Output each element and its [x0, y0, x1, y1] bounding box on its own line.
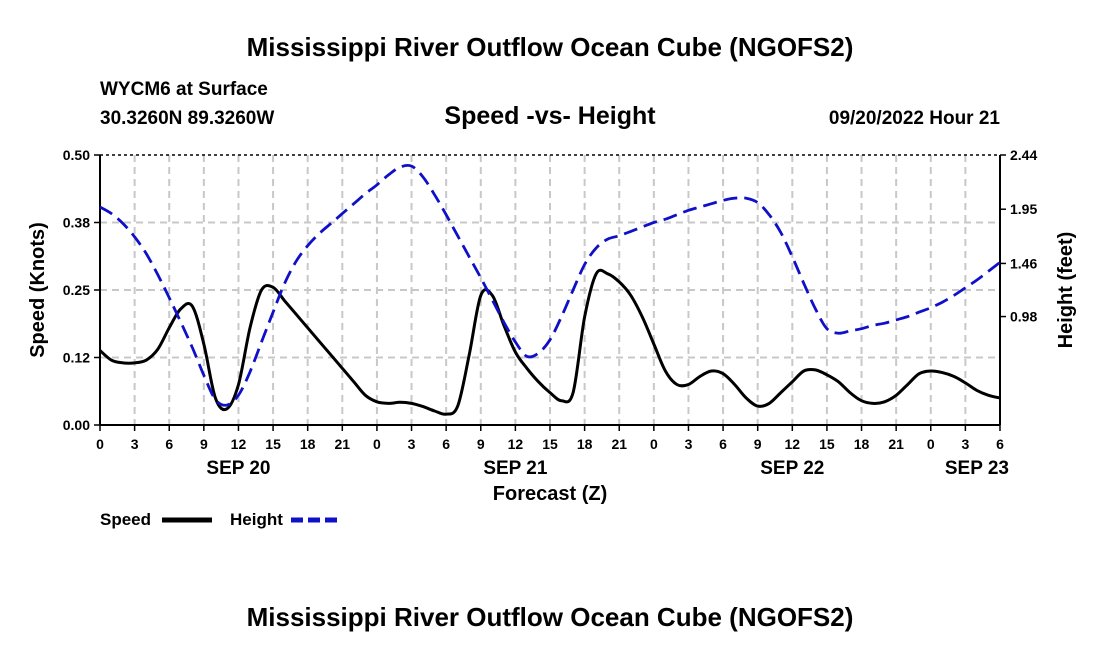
chart-subtitle: Speed -vs- Height: [444, 102, 656, 130]
y-tick-label: 0.50: [63, 147, 90, 163]
x-tick-label: 6: [442, 436, 450, 452]
x-tick-label: 0: [373, 436, 381, 452]
x-tick-label: 15: [819, 436, 835, 452]
x-tick-label: 9: [754, 436, 762, 452]
y2-tick-label: 2.44: [1010, 147, 1037, 163]
x-tick-label: 6: [165, 436, 173, 452]
date-label: SEP 21: [483, 458, 548, 479]
datetime-label: 09/20/2022 Hour 21: [829, 108, 1001, 129]
x-tick-label: 3: [961, 436, 969, 452]
series-layer: [99, 163, 1001, 416]
x-tick-label: 21: [335, 436, 351, 452]
x-tick-label: 12: [231, 436, 247, 452]
x-tick-label: 21: [611, 436, 627, 452]
x-tick-label: 0: [650, 436, 658, 452]
series-line-height: [99, 163, 1001, 407]
x-tick-label: 0: [96, 436, 104, 452]
x-tick-label: 18: [300, 436, 316, 452]
grid: [100, 155, 1000, 425]
x-tick-label: 3: [408, 436, 416, 452]
x-tick-label: 0: [927, 436, 935, 452]
y-tick-label: 0.00: [63, 417, 90, 433]
y2-tick-label: 1.95: [1010, 201, 1037, 217]
x-tick-label: 6: [719, 436, 727, 452]
chart-title: Mississippi River Outflow Ocean Cube (NG…: [247, 32, 854, 62]
x-tick-label: 3: [685, 436, 693, 452]
x-tick-label: 15: [542, 436, 558, 452]
series-line-speed: [99, 268, 1001, 416]
y-tick-label: 0.12: [63, 350, 90, 366]
x-tick-label: 18: [854, 436, 870, 452]
coordinates-label: 30.3260N 89.3260W: [100, 108, 274, 129]
legend-height-label: Height: [230, 510, 283, 529]
legend: Speed Height: [100, 510, 342, 529]
x-tick-label: 9: [477, 436, 485, 452]
x-tick-label: 15: [265, 436, 281, 452]
x-tick-label: 12: [785, 436, 801, 452]
date-label: SEP 23: [945, 458, 1009, 479]
footer-title: Mississippi River Outflow Ocean Cube (NG…: [247, 602, 854, 632]
date-label: SEP 22: [760, 458, 824, 479]
y2-tick-label: 0.98: [1010, 309, 1037, 325]
y-axis-label: Speed (Knots): [27, 222, 49, 358]
y2-tick-label: 1.46: [1010, 255, 1037, 271]
x-tick-label: 18: [577, 436, 593, 452]
x-tick-label: 9: [200, 436, 208, 452]
x-tick-label: 6: [996, 436, 1004, 452]
ticks: 0 3 6 9 12 15 18 21 0 3 6 9 12 15 18 21 0 3 6 9 12 15 18 21 0 3 6 S…: [63, 147, 1038, 479]
station-label: WYCM6 at Surface: [100, 79, 268, 100]
x-tick-label: 21: [888, 436, 904, 452]
x-axis-label: Forecast (Z): [493, 483, 607, 505]
y2-axis-label: Height (feet): [1055, 232, 1077, 349]
x-tick-label: 12: [508, 436, 524, 452]
x-tick-label: 3: [131, 436, 139, 452]
date-label: SEP 20: [206, 458, 270, 479]
legend-speed-label: Speed: [100, 510, 151, 529]
y-tick-label: 0.25: [63, 282, 90, 298]
y-tick-label: 0.38: [63, 215, 90, 231]
